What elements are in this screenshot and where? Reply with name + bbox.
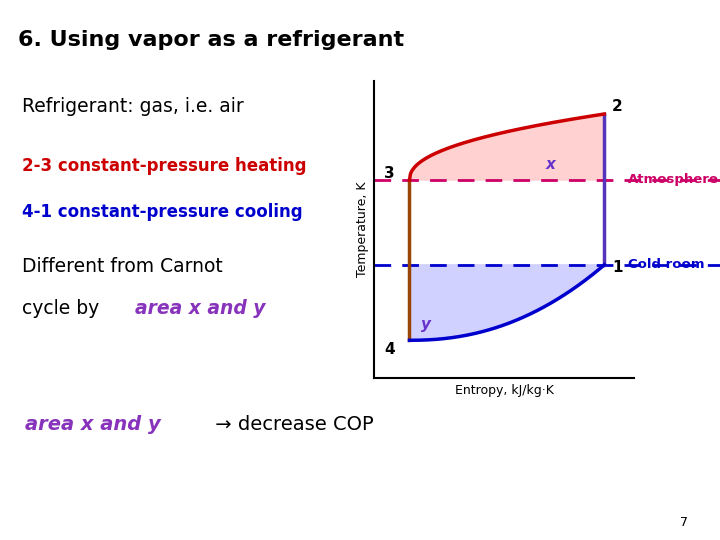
Text: 4-1 constant-pressure cooling: 4-1 constant-pressure cooling: [22, 202, 303, 221]
Text: 4: 4: [384, 342, 395, 357]
Text: cycle by: cycle by: [22, 299, 106, 319]
Text: 2-3 constant-pressure heating: 2-3 constant-pressure heating: [22, 157, 307, 176]
Text: Refrigerant: gas, i.e. air: Refrigerant: gas, i.e. air: [22, 97, 244, 116]
Text: 6. Using vapor as a refrigerant: 6. Using vapor as a refrigerant: [18, 30, 404, 50]
X-axis label: Entropy, kJ/kg·K: Entropy, kJ/kg·K: [454, 383, 554, 396]
Text: Atmosphere: Atmosphere: [628, 173, 719, 186]
Text: 3: 3: [384, 166, 395, 181]
Text: 7: 7: [680, 516, 688, 529]
Polygon shape: [410, 114, 604, 180]
Text: area x and y: area x and y: [135, 299, 265, 319]
Y-axis label: Temperature, K: Temperature, K: [356, 182, 369, 277]
Text: x: x: [546, 157, 556, 172]
Text: Different from Carnot: Different from Carnot: [22, 257, 223, 276]
Polygon shape: [410, 265, 604, 340]
Text: 2: 2: [612, 99, 623, 114]
Text: 1: 1: [612, 260, 623, 275]
Text: → decrease COP: → decrease COP: [209, 415, 374, 434]
Text: Cold room: Cold room: [628, 258, 704, 272]
Text: y: y: [421, 317, 431, 332]
Text: area x and y: area x and y: [25, 415, 161, 434]
